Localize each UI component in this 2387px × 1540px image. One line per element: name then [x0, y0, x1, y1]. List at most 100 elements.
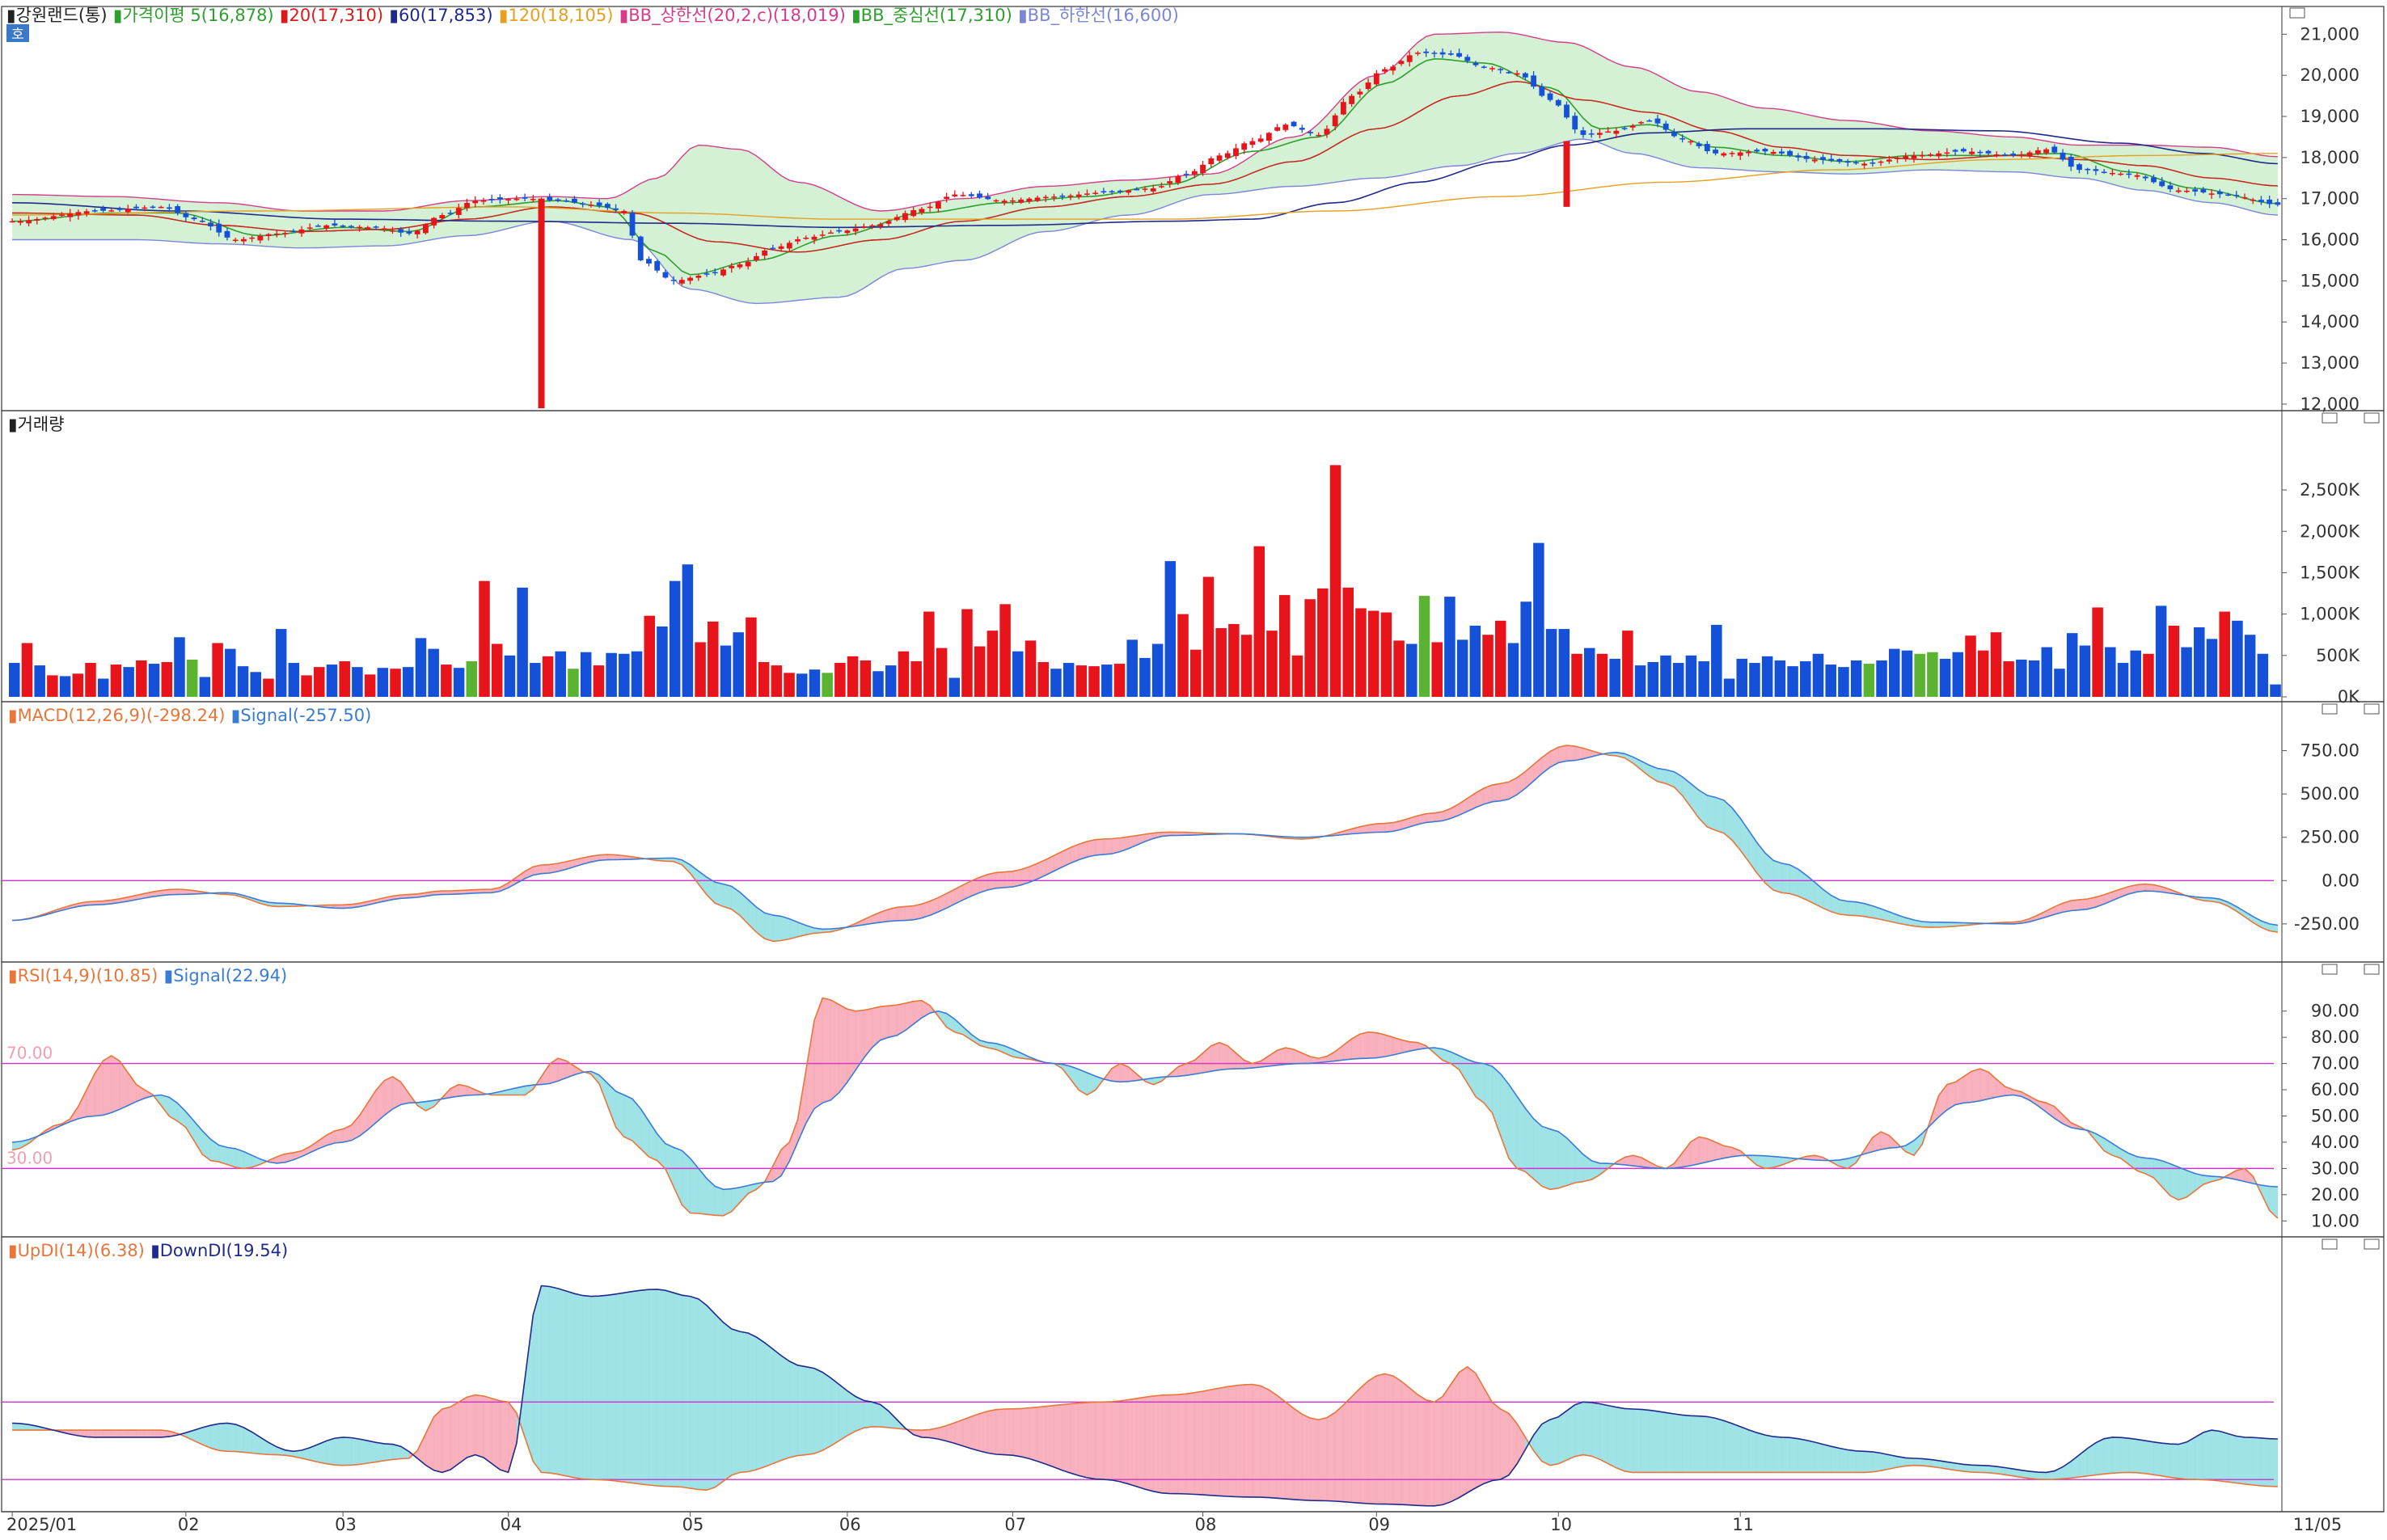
candle-body: [1126, 191, 1131, 193]
dmi-fill-segment: [1129, 1399, 1137, 1487]
candle-body: [2250, 200, 2256, 201]
candle-body: [1308, 132, 1313, 133]
volume-bar: [492, 643, 503, 697]
candle-body: [323, 226, 329, 229]
dmi-fill-segment: [1501, 1409, 1509, 1479]
rsi-ref-label: 30.00: [6, 1148, 53, 1167]
volume-bar: [1393, 640, 1405, 697]
candle-body: [2217, 192, 2223, 194]
volume-bar: [999, 604, 1011, 697]
volume-bar: [2118, 663, 2129, 697]
candle-body: [431, 218, 437, 226]
rsi-fill-segment: [1683, 1142, 1691, 1167]
dmi-fill-segment: [434, 1409, 442, 1472]
candle-body: [1456, 53, 1462, 57]
panel-window-buttons-volume[interactable]: [2322, 413, 2379, 423]
candle-body: [108, 210, 114, 212]
candle-body: [1572, 116, 1578, 129]
candle-body: [1399, 61, 1405, 64]
panel-window-buttons-price[interactable]: [2290, 8, 2305, 18]
candle-body: [572, 199, 577, 203]
candle-body: [1002, 200, 1008, 203]
candle-body: [1630, 125, 1636, 127]
macd-fill-segment: [1683, 777, 1691, 807]
dmi-fill-segment: [1153, 1395, 1161, 1493]
candle-body: [779, 247, 784, 249]
dmi-fill-segment: [1302, 1414, 1310, 1500]
macd-fill-segment: [715, 882, 723, 906]
candle-body: [1671, 132, 1677, 136]
candle-body: [2010, 154, 2016, 155]
dmi-fill-segment: [1765, 1435, 1773, 1472]
dmi-fill-segment: [649, 1289, 657, 1486]
panel-window-buttons-dmi[interactable]: [2322, 1239, 2379, 1249]
candle-body: [712, 272, 718, 274]
dmi-fill-segment: [1063, 1404, 1071, 1474]
volume-bar: [1635, 665, 1646, 697]
volume-bar: [1953, 652, 1964, 697]
volume-bar: [834, 663, 846, 697]
dmi-fill-segment: [1335, 1405, 1343, 1502]
candle-body: [1986, 151, 1992, 154]
rsi-fill-segment: [1286, 1048, 1294, 1065]
candle-body: [836, 230, 842, 232]
dmi-fill-segment: [616, 1293, 624, 1482]
macd-ytick-label: 500.00: [2300, 784, 2360, 804]
candle-body: [1167, 181, 1172, 184]
price-ytick-label: 14,000: [2300, 312, 2360, 331]
dmi-fill-segment: [781, 1356, 789, 1461]
candle-body: [481, 200, 487, 202]
volume-bar: [1914, 654, 1925, 697]
candle-body: [1341, 102, 1346, 114]
x-tick-label: 11: [1732, 1515, 1754, 1534]
candle-body: [2258, 200, 2264, 202]
dmi-fill-segment: [484, 1396, 492, 1464]
candle-body: [894, 217, 900, 221]
rsi-fill-segment: [839, 1005, 847, 1093]
candle-body: [1845, 161, 1851, 162]
dmi-fill-segment: [1815, 1442, 1823, 1472]
header-badge[interactable]: 호: [6, 24, 29, 43]
dmi-fill-segment: [137, 1430, 145, 1437]
rsi-fill-segment: [1996, 1079, 2005, 1097]
candle-body: [812, 237, 817, 240]
candle-body: [1977, 152, 1983, 154]
dmi-fill-segment: [806, 1367, 814, 1455]
dmi-fill-segment: [756, 1337, 764, 1470]
candle-body: [1920, 155, 1925, 157]
dmi-fill-segment: [1757, 1432, 1765, 1472]
panel-window-buttons-rsi[interactable]: [2322, 964, 2379, 974]
candle-body: [1117, 191, 1123, 192]
dmi-fill-segment: [988, 1410, 996, 1454]
dmi-fill-segment: [227, 1423, 235, 1451]
candle-body: [936, 202, 941, 209]
volume-bar: [708, 622, 719, 697]
dmi-fill-segment: [1848, 1450, 1856, 1473]
candle-body: [100, 209, 106, 211]
dmi-fill-segment: [591, 1296, 599, 1479]
volume-bar: [403, 667, 414, 697]
candle-body: [1423, 52, 1429, 53]
volume-bar: [1190, 650, 1202, 697]
candle-body: [1407, 55, 1413, 61]
candle-body: [257, 236, 263, 241]
candle-body: [1953, 150, 1958, 151]
dmi-fill-segment: [963, 1416, 971, 1449]
dmi-fill-segment: [1889, 1455, 1897, 1470]
dmi-fill-segment: [624, 1292, 632, 1483]
dmi-fill-segment: [1683, 1415, 1691, 1472]
rsi-fill-segment: [87, 1074, 95, 1117]
candle-body: [1705, 144, 1710, 151]
volume-bar: [289, 663, 300, 697]
candle-body: [216, 224, 222, 233]
dmi-fill-segment: [798, 1365, 806, 1456]
volume-bar: [695, 642, 706, 697]
rsi-legend-item-0: RSI(14,9)(10.85): [18, 966, 158, 985]
volume-bar: [352, 667, 363, 697]
candle-body: [1481, 66, 1487, 68]
macd-fill-segment: [1732, 808, 1740, 850]
candle-body: [497, 197, 503, 200]
